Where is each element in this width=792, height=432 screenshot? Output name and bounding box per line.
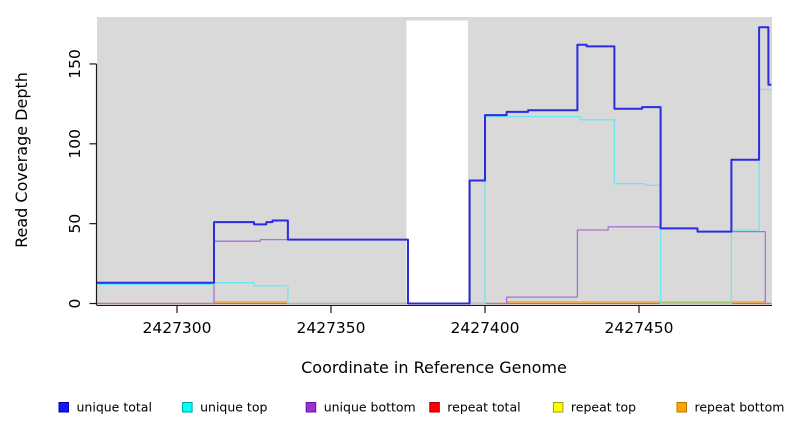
series-line-repeat_bottom_2 (505, 301, 766, 304)
series-line-unique_top (96, 88, 772, 305)
legend-label-unique-bottom: unique bottom (324, 400, 416, 415)
legend-swatch-unique-bottom (305, 402, 317, 413)
series-lines (96, 26, 772, 305)
legend-label-repeat-bottom: repeat bottom (695, 400, 785, 415)
legend-label-unique-total: unique total (77, 400, 152, 415)
legend-swatch-repeat-top (552, 402, 564, 413)
y-tick-label: 50 (66, 214, 84, 234)
x-tick-label: 2427450 (604, 319, 673, 337)
y-axis-title: Read Coverage Depth (12, 72, 31, 248)
uncovered-region-band (406, 20, 469, 305)
x-tick-label: 2427400 (450, 319, 519, 337)
x-tick-label: 2427300 (142, 319, 211, 337)
axes: 0 50 100 150 2427300 2427350 2427400 2427450 (66, 49, 772, 337)
legend-swatch-repeat-total (429, 402, 440, 413)
legend-swatch-unique-total (58, 402, 69, 413)
y-tick-label: 100 (66, 129, 84, 159)
legend-swatch-repeat-bottom (676, 402, 687, 413)
legend-label-repeat-top: repeat top (571, 400, 636, 415)
legend-swatch-unique-top (182, 402, 193, 413)
series-line-unique_total (96, 26, 772, 305)
legend: unique total unique top unique bottom repea… (58, 400, 785, 415)
legend-label-repeat-total: repeat total (447, 400, 520, 415)
x-axis-title: Coordinate in Reference Genome (301, 358, 567, 377)
y-tick-label: 150 (66, 49, 84, 79)
y-tick-label: 0 (66, 299, 84, 309)
x-tick-label: 2427350 (296, 319, 365, 337)
legend-label-unique-top: unique top (200, 400, 267, 415)
